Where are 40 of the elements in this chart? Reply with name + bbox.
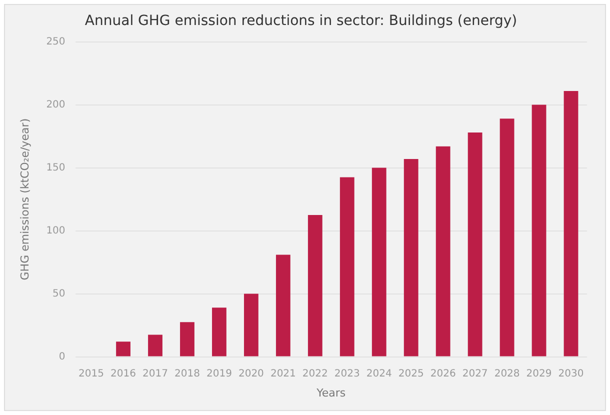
bar (308, 215, 322, 356)
y-tick-label: 50 (52, 288, 66, 300)
bar (532, 104, 546, 356)
y-tick-label: 0 (58, 351, 66, 362)
x-tick-label: 2029 (526, 368, 552, 380)
x-tick-label: 2025 (398, 368, 424, 380)
x-tick-label: 2027 (462, 368, 488, 380)
x-tick-label: 2021 (270, 368, 296, 380)
x-axis-title: Years (316, 386, 346, 400)
bar (180, 322, 194, 356)
bar (436, 146, 450, 356)
bar (372, 168, 386, 356)
x-tick-label: 2019 (206, 368, 232, 380)
bar (340, 177, 354, 356)
bar (212, 308, 226, 356)
y-tick-label: 250 (46, 36, 66, 48)
chart-title: Annual GHG emission reductions in sector: Buildings (energy) (84, 13, 518, 30)
x-tick-label: 2020 (238, 368, 264, 380)
x-tick-label: 2018 (174, 368, 200, 380)
y-tick-label: 100 (46, 225, 66, 236)
y-tick-label: 200 (46, 99, 66, 110)
bar (468, 132, 482, 356)
bar (244, 294, 258, 356)
x-tick-label: 2026 (430, 368, 456, 380)
bar (276, 254, 290, 356)
y-axis-title: GHG emissions (ktCO₂e/year) (18, 118, 32, 280)
x-tick-label: 2023 (334, 368, 360, 380)
x-tick-label: 2028 (494, 368, 520, 380)
bar (404, 158, 418, 356)
bar (148, 334, 162, 356)
x-tick-label: 2017 (142, 368, 168, 380)
bar (500, 118, 514, 356)
x-tick-label: 2030 (558, 368, 584, 380)
bar (116, 342, 130, 356)
x-tick-label: 2024 (366, 368, 392, 380)
x-tick-label: 2016 (110, 368, 136, 380)
y-tick-label: 150 (46, 162, 66, 174)
x-tick-label: 2015 (78, 368, 104, 380)
x-tick-label: 2022 (302, 368, 328, 380)
bar (564, 90, 578, 356)
